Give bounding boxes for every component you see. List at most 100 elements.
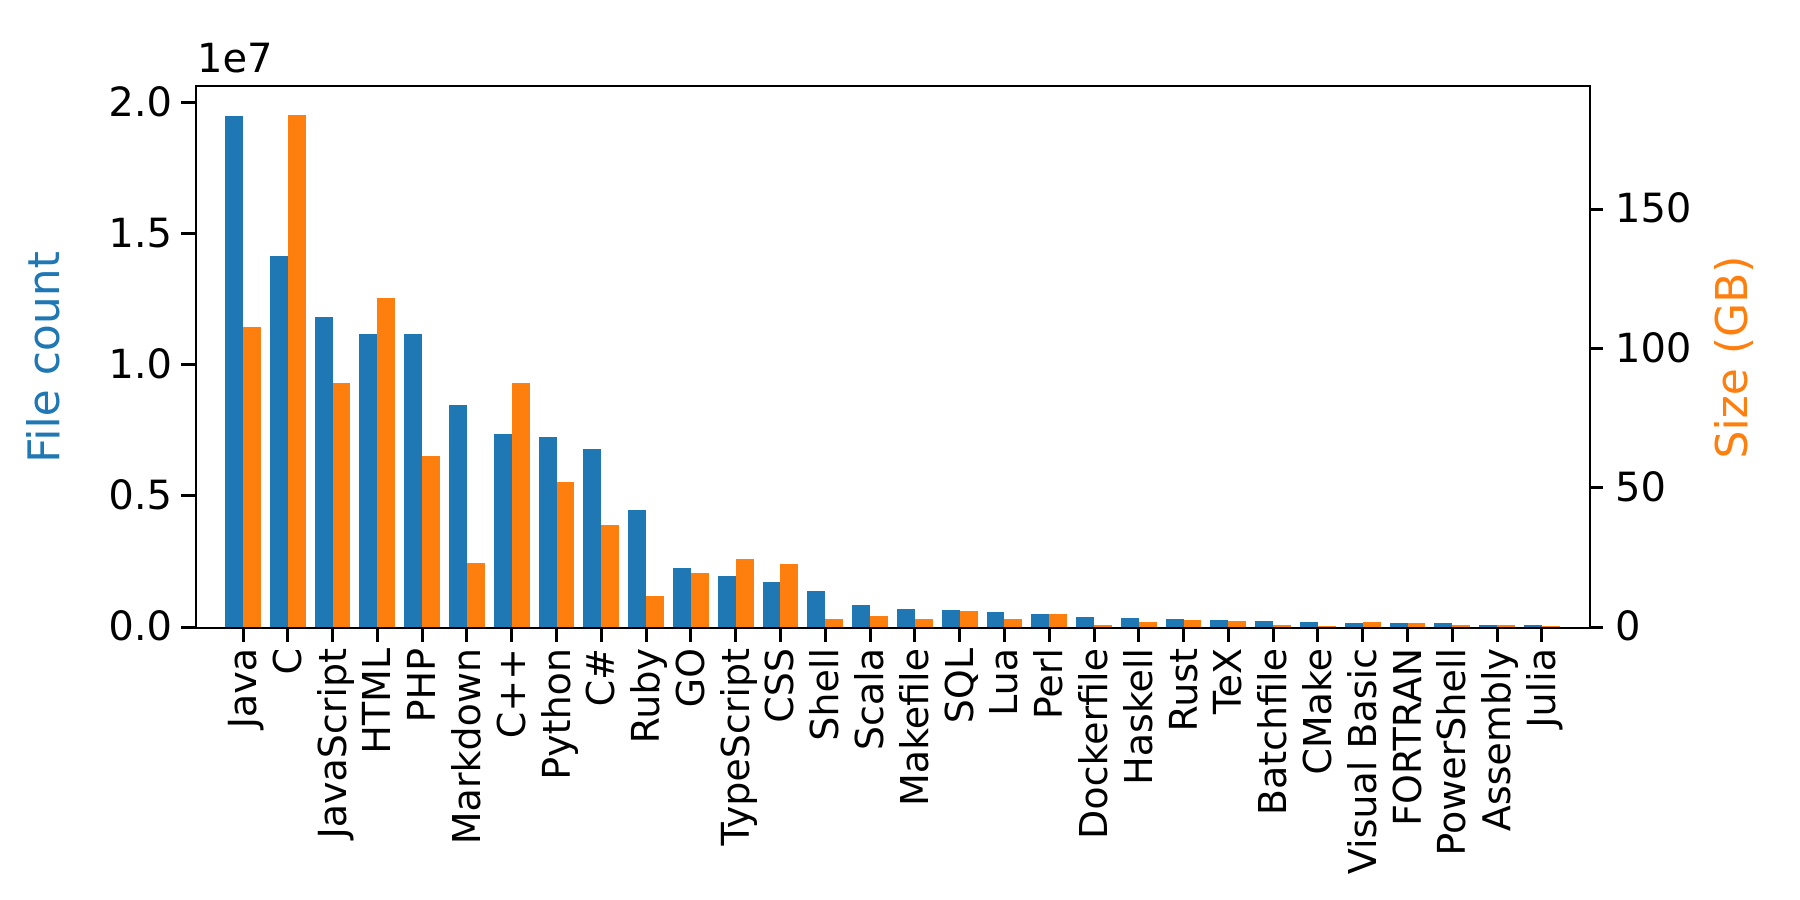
x-tick-label-Ruby: Ruby — [624, 648, 669, 744]
bar-file-count-C++ — [493, 433, 512, 627]
bar-size-gb-TeX — [1228, 620, 1247, 627]
bar-file-count-FORTRAN — [1389, 623, 1408, 627]
bar-file-count-Shell — [807, 590, 826, 627]
axis-offset-text: 1e7 — [197, 36, 273, 82]
x-tick-mark — [599, 629, 603, 642]
x-tick-mark — [241, 629, 245, 642]
bar-size-gb-Julia — [1541, 626, 1560, 627]
x-tick-label-PHP: PHP — [400, 648, 445, 723]
bar-file-count-Rust — [1165, 618, 1184, 627]
bar-size-gb-C++ — [511, 382, 530, 627]
x-tick-mark — [1540, 629, 1544, 642]
bar-file-count-C# — [583, 448, 602, 627]
bar-size-gb-Scala — [870, 616, 888, 627]
bar-size-gb-Perl — [1049, 613, 1068, 627]
x-tick-mark — [868, 629, 872, 642]
x-tick-mark — [1092, 629, 1096, 642]
x-tick-mark — [913, 629, 917, 642]
bar-size-gb-Visual Basic — [1362, 621, 1381, 627]
x-tick-label-Java: Java — [221, 648, 265, 729]
bar-size-gb-C — [287, 115, 306, 627]
x-tick-label-Assembly: Assembly — [1475, 648, 1520, 832]
bar-file-count-JavaScript — [314, 316, 333, 627]
bar-size-gb-FORTRAN — [1407, 622, 1426, 627]
bar-size-gb-TypeScript — [735, 558, 754, 627]
x-tick-label-CSS: CSS — [758, 648, 803, 723]
bar-file-count-TypeScript — [717, 576, 736, 627]
x-tick-mark — [1002, 629, 1006, 642]
bar-file-count-Java — [225, 115, 243, 627]
bar-file-count-C — [269, 256, 288, 627]
plot-area — [197, 87, 1589, 627]
bar-size-gb-GO — [690, 573, 709, 627]
bar-file-count-HTML — [359, 333, 378, 627]
x-tick-mark — [734, 629, 738, 642]
plot-frame — [194, 84, 1591, 629]
right-ytick-label: 150 — [1615, 186, 1692, 233]
left-ytick-mark — [181, 494, 195, 498]
bar-file-count-Julia — [1524, 625, 1542, 627]
bar-file-count-Batchfile — [1255, 620, 1274, 627]
x-tick-label-HTML: HTML — [355, 648, 400, 754]
x-tick-mark — [1450, 629, 1454, 642]
bar-size-gb-CSS — [780, 563, 799, 627]
right-ytick-label: 100 — [1615, 325, 1692, 372]
x-tick-label-Makefile: Makefile — [892, 648, 937, 806]
bar-size-gb-CMake — [1317, 625, 1336, 627]
x-tick-mark — [331, 629, 335, 642]
bar-file-count-CSS — [762, 581, 781, 627]
bar-size-gb-PowerShell — [1452, 625, 1471, 627]
right-ytick-mark — [1589, 486, 1603, 490]
x-tick-label-Rust: Rust — [1161, 648, 1206, 732]
bar-file-count-Haskell — [1120, 618, 1139, 627]
bar-file-count-PHP — [404, 333, 423, 627]
left-ytick-mark — [181, 101, 195, 105]
bar-file-count-Assembly — [1479, 624, 1498, 627]
bar-size-gb-Python — [556, 482, 575, 627]
left-ytick-label: 2.0 — [108, 79, 172, 126]
bar-file-count-Python — [538, 437, 557, 627]
bar-size-gb-Dockerfile — [1094, 625, 1112, 627]
x-tick-label-Julia: Julia — [1519, 648, 1564, 728]
bar-size-gb-Assembly — [1497, 624, 1515, 627]
x-tick-mark — [1047, 629, 1051, 642]
x-tick-mark — [375, 629, 379, 642]
bar-file-count-SQL — [941, 609, 960, 627]
x-tick-label-Dockerfile: Dockerfile — [1072, 648, 1116, 839]
bar-file-count-Makefile — [896, 609, 915, 627]
x-tick-label-TeX: TeX — [1206, 648, 1251, 715]
bar-file-count-CMake — [1300, 622, 1318, 627]
bar-size-gb-Haskell — [1138, 621, 1157, 627]
x-tick-label-Haskell: Haskell — [1116, 648, 1161, 785]
bar-size-gb-Ruby — [646, 596, 664, 627]
x-tick-mark — [823, 629, 827, 642]
left-ytick-label: 0.0 — [108, 604, 172, 650]
x-tick-mark — [465, 629, 469, 642]
bar-size-gb-Markdown — [466, 562, 485, 627]
x-tick-label-Python: Python — [534, 648, 579, 780]
left-ytick-label: 0.5 — [108, 472, 172, 519]
x-tick-mark — [689, 629, 693, 642]
x-tick-mark — [1271, 629, 1275, 642]
bar-file-count-Scala — [852, 604, 871, 627]
x-tick-mark — [1495, 629, 1499, 642]
bar-size-gb-C# — [601, 524, 620, 627]
x-tick-mark — [510, 629, 514, 642]
x-tick-label-GO: GO — [668, 648, 713, 708]
bar-size-gb-Shell — [825, 618, 844, 627]
bar-file-count-PowerShell — [1434, 623, 1453, 627]
x-tick-label-JavaScript: JavaScript — [310, 648, 355, 839]
x-tick-label-SQL: SQL — [937, 648, 982, 724]
x-tick-label-Visual Basic: Visual Basic — [1340, 648, 1385, 875]
x-tick-label-PowerShell: PowerShell — [1430, 648, 1475, 856]
bar-file-count-Dockerfile — [1076, 617, 1094, 627]
bar-file-count-GO — [673, 567, 691, 627]
right-ytick-mark — [1589, 207, 1603, 211]
bar-size-gb-Java — [243, 327, 261, 627]
bar-size-gb-HTML — [377, 298, 396, 627]
left-ytick-label: 1.5 — [108, 210, 172, 257]
bar-size-gb-Makefile — [914, 618, 933, 627]
x-tick-label-TypeScript: TypeScript — [713, 648, 758, 846]
x-tick-label-Markdown: Markdown — [444, 648, 489, 845]
